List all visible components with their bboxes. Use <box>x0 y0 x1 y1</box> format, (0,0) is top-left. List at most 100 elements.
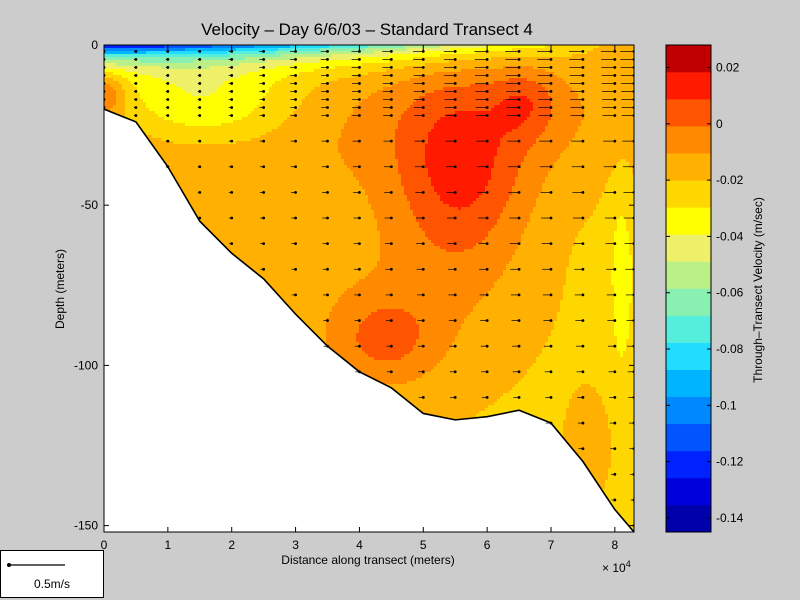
contour-cell <box>323 153 327 157</box>
contour-cell <box>326 111 330 115</box>
contour-cell <box>218 117 222 121</box>
contour-cell <box>266 273 270 277</box>
contour-cell <box>323 225 327 229</box>
contour-cell <box>323 327 327 331</box>
contour-cell <box>203 177 207 181</box>
contour-cell <box>287 165 291 169</box>
contour-cell <box>212 81 216 85</box>
contour-cell <box>302 120 306 124</box>
contour-cell <box>245 237 249 241</box>
contour-cell <box>278 78 282 82</box>
contour-cell <box>185 183 189 187</box>
contour-cell <box>293 99 297 103</box>
contour-cell <box>284 255 288 259</box>
contour-cell <box>233 54 237 58</box>
contour-cell <box>137 54 141 58</box>
contour-cell <box>302 177 306 181</box>
contour-cell <box>305 294 309 298</box>
contour-cell <box>311 120 315 124</box>
contour-cell <box>278 132 282 136</box>
contour-cell <box>227 96 231 100</box>
contour-cell <box>227 168 231 172</box>
contour-cell <box>269 252 273 256</box>
contour-cell <box>278 183 282 187</box>
contour-cell <box>305 303 309 307</box>
contour-cell <box>263 243 267 247</box>
contour-cell <box>239 123 243 127</box>
contour-cell <box>269 156 273 160</box>
contour-cell <box>299 243 303 247</box>
contour-cell <box>158 78 162 82</box>
contour-cell <box>335 45 339 49</box>
contour-cell <box>275 267 279 271</box>
contour-cell <box>260 138 264 142</box>
contour-cell <box>314 132 318 136</box>
contour-cell <box>323 189 327 193</box>
contour-cell <box>275 60 279 64</box>
contour-cell <box>299 189 303 193</box>
contour-cell <box>278 189 282 193</box>
contour-cell <box>122 54 126 58</box>
contour-cell <box>317 285 321 289</box>
contour-cell <box>200 141 204 145</box>
contour-cell <box>143 84 147 88</box>
contour-cell <box>125 69 129 73</box>
contour-cell <box>251 81 255 85</box>
contour-cell <box>326 297 330 301</box>
contour-cell <box>329 81 333 85</box>
contour-cell <box>278 210 282 214</box>
contour-cell <box>320 210 324 214</box>
contour-cell <box>284 177 288 181</box>
contour-cell <box>323 252 327 256</box>
contour-cell <box>272 276 276 280</box>
contour-cell <box>311 201 315 205</box>
contour-cell <box>212 228 216 232</box>
contour-cell <box>248 63 252 67</box>
contour-cell <box>311 150 315 154</box>
contour-cell <box>182 177 186 181</box>
contour-cell <box>320 93 324 97</box>
contour-cell <box>212 213 216 217</box>
contour-cell <box>281 117 285 121</box>
contour-cell <box>287 303 291 307</box>
contour-cell <box>236 84 240 88</box>
contour-cell <box>302 201 306 205</box>
contour-cell <box>296 66 300 70</box>
contour-cell <box>329 318 333 322</box>
contour-cell <box>248 135 252 139</box>
contour-cell <box>275 216 279 220</box>
contour-cell <box>266 144 270 148</box>
contour-cell <box>314 240 318 244</box>
contour-cell <box>251 246 255 250</box>
contour-cell <box>275 81 279 85</box>
contour-cell <box>323 171 327 175</box>
contour-cell <box>248 195 252 199</box>
contour-cell <box>260 48 264 52</box>
contour-cell <box>254 96 258 100</box>
contour-cell <box>218 108 222 112</box>
contour-cell <box>299 270 303 274</box>
contour-cell <box>335 222 339 226</box>
contour-cell <box>308 111 312 115</box>
contour-cell <box>182 96 186 100</box>
contour-cell <box>233 234 237 238</box>
contour-cell <box>338 327 342 331</box>
contour-cell <box>200 174 204 178</box>
contour-cell <box>320 276 324 280</box>
contour-cell <box>314 291 318 295</box>
contour-cell <box>317 45 321 49</box>
contour-cell <box>326 69 330 73</box>
contour-cell <box>296 114 300 118</box>
contour-cell <box>338 147 342 151</box>
contour-cell <box>338 114 342 118</box>
contour-cell <box>314 279 318 283</box>
contour-cell <box>248 204 252 208</box>
contour-cell <box>335 237 339 241</box>
contour-cell <box>161 81 165 85</box>
contour-cell <box>293 264 297 268</box>
contour-cell <box>182 54 186 58</box>
contour-cell <box>287 69 291 73</box>
contour-cell <box>245 222 249 226</box>
contour-cell <box>200 147 204 151</box>
contour-cell <box>149 114 153 118</box>
